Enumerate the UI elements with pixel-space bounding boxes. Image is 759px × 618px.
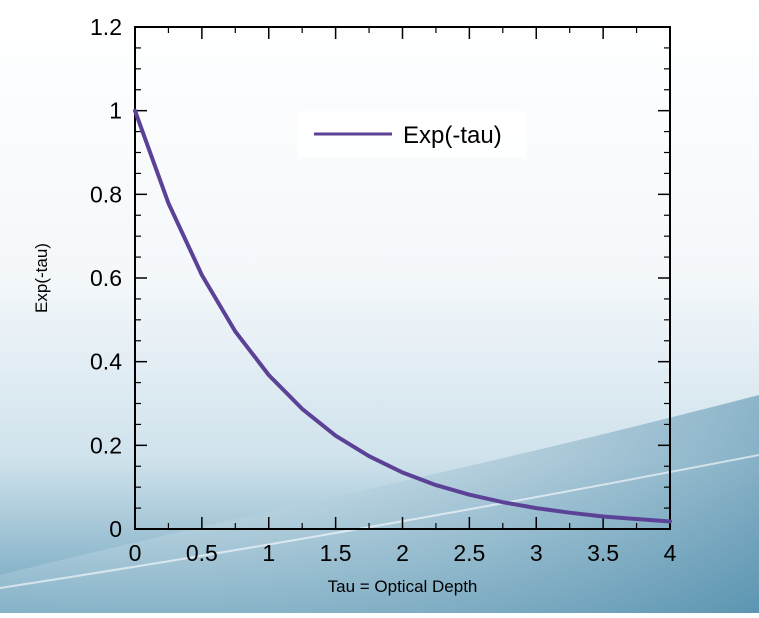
y-axis: 0 0.2 0.4 0.6 0.8 1 1.2: [90, 14, 670, 542]
y-tick-label: 1: [109, 98, 122, 124]
x-tick-label: 0.5: [186, 540, 218, 566]
x-tick-label: 1: [262, 540, 275, 566]
x-axis-label: Tau = Optical Depth: [328, 577, 478, 596]
series-layer: [133, 108, 672, 524]
legend-label: Exp(-tau): [403, 122, 502, 149]
x-tick-label: 0: [129, 540, 142, 566]
y-tick-label: 0.6: [90, 265, 122, 291]
x-tick-label: 3: [530, 540, 543, 566]
legend: Exp(-tau): [298, 111, 526, 157]
x-tick-label: 2.5: [453, 540, 485, 566]
y-tick-label: 0.4: [90, 349, 122, 375]
x-tick-label: 2: [396, 540, 409, 566]
y-tick-label: 0.2: [90, 432, 122, 458]
y-tick-label: 1.2: [90, 14, 122, 40]
series-line: [133, 108, 672, 524]
background-wave-highlight: [0, 454, 759, 589]
y-axis-label: Exp(-tau): [32, 243, 51, 313]
x-axis: 0 0.5 1 1.5 2 2.5 3 3.5 4: [129, 27, 677, 566]
x-tick-label: 3.5: [587, 540, 619, 566]
x-tick-label: 4: [664, 540, 677, 566]
x-tick-label: 1.5: [320, 540, 352, 566]
y-tick-label: 0: [109, 516, 122, 542]
y-tick-label: 0.8: [90, 181, 122, 207]
